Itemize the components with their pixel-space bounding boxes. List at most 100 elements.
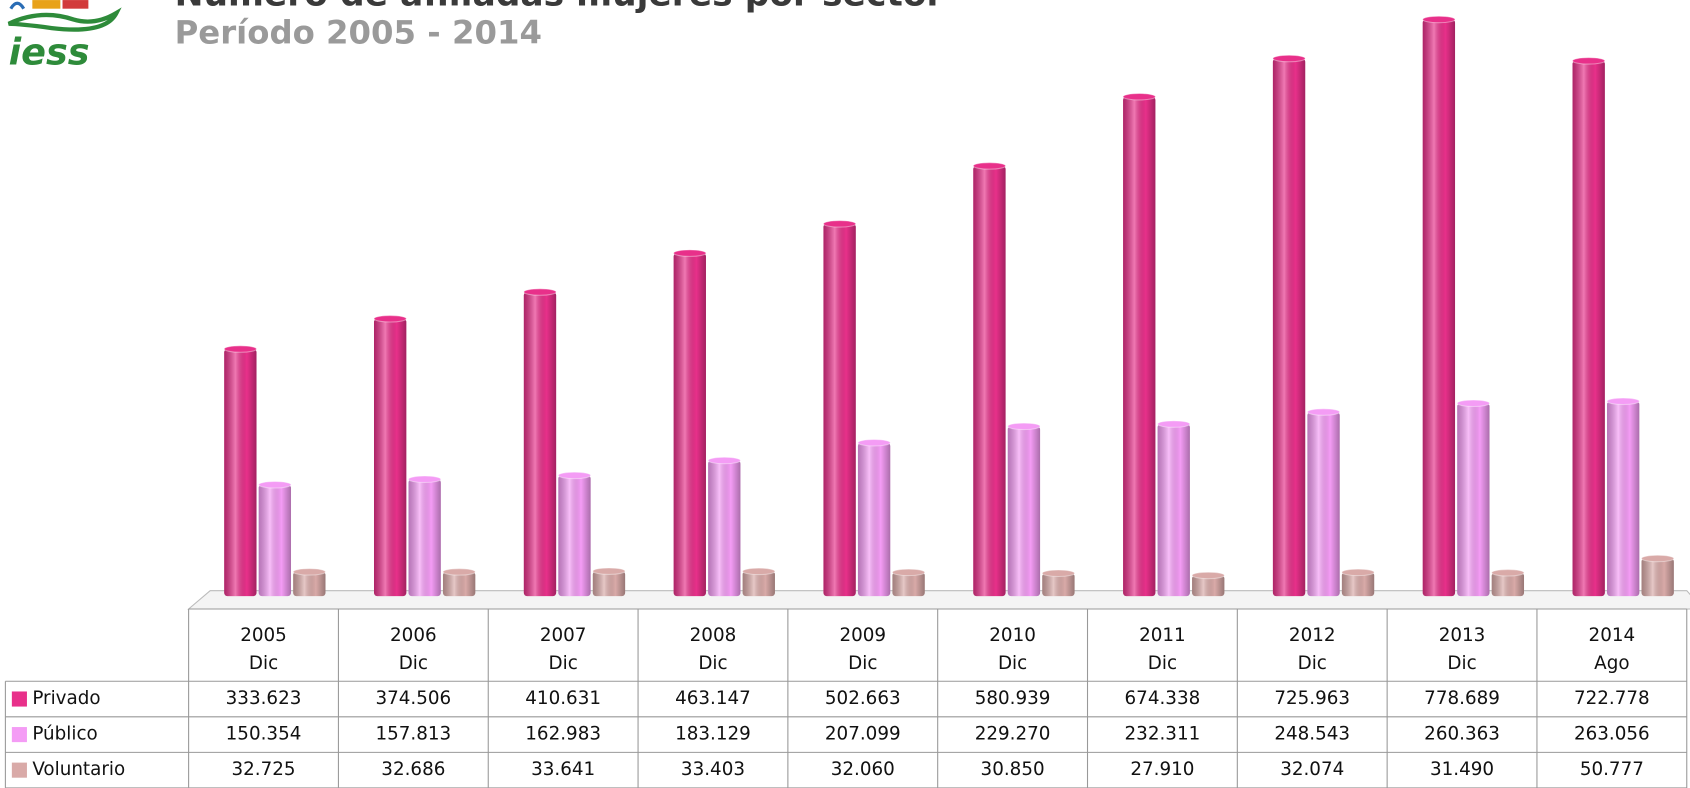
bar-top bbox=[1422, 15, 1456, 24]
bar-shine bbox=[1457, 403, 1490, 597]
data-label: 50.777 bbox=[1580, 759, 1644, 780]
bar-top bbox=[1191, 571, 1225, 580]
x-tick-label: 2014 bbox=[1589, 625, 1636, 646]
bar-top bbox=[1456, 399, 1491, 408]
bar-top bbox=[742, 567, 776, 576]
bar-shine bbox=[1422, 19, 1456, 597]
data-label: 463.147 bbox=[675, 688, 751, 709]
legend-swatch bbox=[11, 691, 27, 707]
x-tick-label: Dic bbox=[399, 653, 428, 674]
x-tick-label: Dic bbox=[998, 653, 1027, 674]
bar-top bbox=[523, 288, 557, 296]
x-tick-label: 2007 bbox=[540, 625, 587, 646]
data-label: 725.963 bbox=[1274, 688, 1350, 709]
bar-shine bbox=[523, 292, 557, 597]
data-label: 778.689 bbox=[1424, 688, 1500, 709]
x-tick-label: 2011 bbox=[1139, 625, 1186, 646]
bar-top bbox=[258, 480, 292, 489]
bar-shine bbox=[823, 223, 856, 597]
bar-shine bbox=[1007, 426, 1041, 597]
data-label: 260.363 bbox=[1424, 724, 1500, 745]
data-label: 410.631 bbox=[525, 688, 601, 709]
data-label: 263.056 bbox=[1574, 724, 1650, 745]
chart-title: Número de afiliadas mujeres por sector bbox=[175, 0, 944, 14]
data-label: 32.725 bbox=[231, 759, 295, 780]
bar-top bbox=[891, 568, 926, 577]
data-label: 31.490 bbox=[1430, 759, 1494, 780]
bar-shine bbox=[224, 349, 257, 597]
bar-shine bbox=[442, 571, 476, 597]
bar-top bbox=[1306, 408, 1341, 416]
bar-shine bbox=[592, 571, 626, 597]
x-tick-label: 2010 bbox=[989, 625, 1036, 646]
data-label: 183.129 bbox=[675, 724, 751, 745]
data-label: 33.403 bbox=[681, 759, 745, 780]
bar-shine bbox=[293, 571, 326, 597]
bar-shine bbox=[1607, 401, 1640, 597]
bar-shine bbox=[857, 442, 891, 597]
bar-top bbox=[557, 471, 592, 480]
data-label: 30.850 bbox=[981, 759, 1045, 780]
data-label: 333.623 bbox=[226, 688, 302, 709]
bar-top bbox=[673, 249, 707, 257]
bar-top bbox=[1157, 420, 1191, 428]
bar-top bbox=[1122, 92, 1156, 101]
bar-top bbox=[857, 438, 891, 447]
x-tick-label: Dic bbox=[1298, 653, 1327, 674]
bar-shine bbox=[1123, 96, 1156, 597]
data-label: 162.983 bbox=[525, 724, 601, 745]
bar-shine bbox=[1192, 575, 1225, 597]
data-label: 207.099 bbox=[825, 724, 901, 745]
data-label: 502.663 bbox=[825, 688, 901, 709]
x-tick-label: 2009 bbox=[839, 625, 886, 646]
data-label: 229.270 bbox=[975, 724, 1051, 745]
x-tick-label: Dic bbox=[848, 653, 877, 674]
bar-shine bbox=[258, 484, 292, 597]
data-label: 32.074 bbox=[1280, 759, 1344, 780]
chart-subtitle: Período 2005 - 2014 bbox=[175, 14, 542, 52]
bar-shine bbox=[408, 479, 441, 597]
x-tick-label: Dic bbox=[249, 653, 278, 674]
x-tick-label: Dic bbox=[1447, 653, 1476, 674]
bar-shine bbox=[708, 460, 741, 597]
data-label: 150.354 bbox=[226, 724, 302, 745]
bar-top bbox=[1041, 569, 1076, 578]
bar-shine bbox=[892, 572, 925, 597]
bar-shine bbox=[1272, 58, 1306, 597]
bar-shine bbox=[1307, 412, 1340, 597]
legend-swatch bbox=[11, 727, 27, 743]
x-tick-label: 2006 bbox=[390, 625, 437, 646]
bar-top bbox=[592, 567, 626, 575]
data-label: 722.778 bbox=[1574, 688, 1650, 709]
bar-shine bbox=[1341, 572, 1375, 597]
bar-shine bbox=[742, 571, 775, 597]
x-tick-label: Ago bbox=[1594, 653, 1629, 674]
bar-top bbox=[1571, 57, 1606, 65]
x-tick-label: Dic bbox=[549, 653, 578, 674]
x-tick-label: Dic bbox=[698, 653, 727, 674]
data-label: 374.506 bbox=[375, 688, 451, 709]
data-label: 674.338 bbox=[1125, 688, 1201, 709]
data-label: 32.060 bbox=[831, 759, 895, 780]
bar-shine bbox=[1572, 60, 1605, 597]
legend-swatch bbox=[11, 762, 27, 778]
data-label: 580.939 bbox=[975, 688, 1051, 709]
bar-shine bbox=[1641, 558, 1674, 597]
x-tick-label: 2008 bbox=[690, 625, 737, 646]
bar-top bbox=[1341, 568, 1375, 577]
logo-text: iess bbox=[9, 30, 90, 73]
bar-top bbox=[1491, 568, 1525, 577]
bar-top bbox=[1606, 397, 1640, 406]
bar-shine bbox=[1042, 573, 1075, 597]
bar-top bbox=[442, 568, 476, 576]
data-label: 32.686 bbox=[381, 759, 445, 780]
bar-shine bbox=[373, 318, 407, 597]
data-label: 33.641 bbox=[531, 759, 595, 780]
bar-top bbox=[1007, 422, 1041, 431]
bar-top bbox=[407, 475, 442, 483]
bar-top bbox=[707, 456, 741, 465]
x-tick-label: 2012 bbox=[1289, 625, 1336, 646]
legend-label: Privado bbox=[32, 688, 100, 709]
